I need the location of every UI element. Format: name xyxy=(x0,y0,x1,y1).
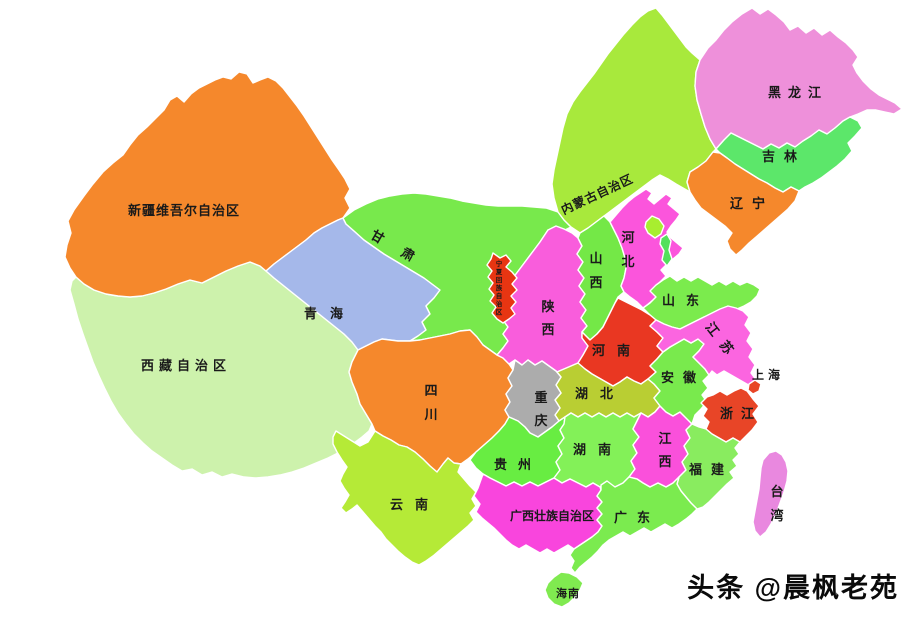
label-heilongjiang: 黑龙江 xyxy=(768,85,828,100)
province-fujian xyxy=(676,423,741,510)
province-zhejiang xyxy=(700,387,760,443)
label-shanghai: 上海 xyxy=(752,367,784,382)
province-hainan xyxy=(544,571,584,608)
label-jiangxi: 西 xyxy=(658,454,671,469)
province-liaoning xyxy=(686,151,800,256)
label-anhui: 安徽 xyxy=(661,370,705,385)
label-sichuan: 四 xyxy=(424,383,437,398)
label-taiwan: 台 xyxy=(770,484,783,499)
province-guangdong xyxy=(569,476,698,574)
label-shanxi: 山 xyxy=(589,251,602,266)
province-jiangsu xyxy=(649,305,758,388)
label-tibet: 西藏自治区 xyxy=(141,358,231,373)
label-shanxi: 西 xyxy=(589,275,602,290)
province-ningxia xyxy=(486,252,518,324)
label-jiangxi: 江 xyxy=(658,431,671,446)
label-yunnan: 云南 xyxy=(390,497,440,512)
label-fujian: 福建 xyxy=(688,462,733,477)
label-hainan: 海南 xyxy=(556,586,580,600)
label-shaanxi: 西 xyxy=(541,322,554,337)
label-guangxi: 广西壮族自治区 xyxy=(510,508,594,523)
province-heilongjiang xyxy=(694,7,903,150)
label-qinghai: 青海 xyxy=(304,306,356,321)
label-ningxia: 区 xyxy=(496,308,503,316)
label-xinjiang: 新疆维吾尔自治区 xyxy=(128,203,240,218)
province-shanghai xyxy=(747,379,762,395)
label-ningxia: 夏 xyxy=(496,267,503,276)
label-hebei: 河 xyxy=(621,230,634,245)
label-shaanxi: 陕 xyxy=(541,299,555,314)
label-ningxia: 回 xyxy=(496,275,503,284)
label-ningxia: 族 xyxy=(496,283,503,292)
province-taiwan xyxy=(752,450,789,538)
province-beijing xyxy=(644,215,665,239)
province-tianjin xyxy=(659,233,673,267)
label-guangdong: 广东 xyxy=(614,510,660,525)
label-hebei: 北 xyxy=(621,254,634,269)
label-liaoning: 辽宁 xyxy=(730,196,774,211)
label-jilin: 吉林 xyxy=(762,149,806,164)
label-chongqing: 重 xyxy=(534,390,547,405)
label-ningxia: 自 xyxy=(496,291,503,300)
label-hunan: 湖南 xyxy=(573,442,623,457)
label-chongqing: 庆 xyxy=(533,413,547,428)
province-xinjiang xyxy=(64,71,351,298)
label-shandong: 山东 xyxy=(662,293,710,308)
label-hubei: 湖北 xyxy=(575,386,625,401)
label-zhejiang: 浙江 xyxy=(720,406,762,421)
label-guizhou: 贵州 xyxy=(494,457,542,472)
province-yunnan xyxy=(332,430,477,566)
label-sichuan: 川 xyxy=(423,407,437,422)
label-ningxia: 治 xyxy=(496,299,503,308)
label-taiwan: 湾 xyxy=(770,508,783,523)
province-chongqing xyxy=(504,359,562,438)
watermark: 头条 @晨枫老苑 xyxy=(687,573,899,603)
province-hebei xyxy=(609,188,684,309)
label-henan: 河南 xyxy=(592,343,642,358)
label-ningxia: 宁 xyxy=(496,259,503,268)
